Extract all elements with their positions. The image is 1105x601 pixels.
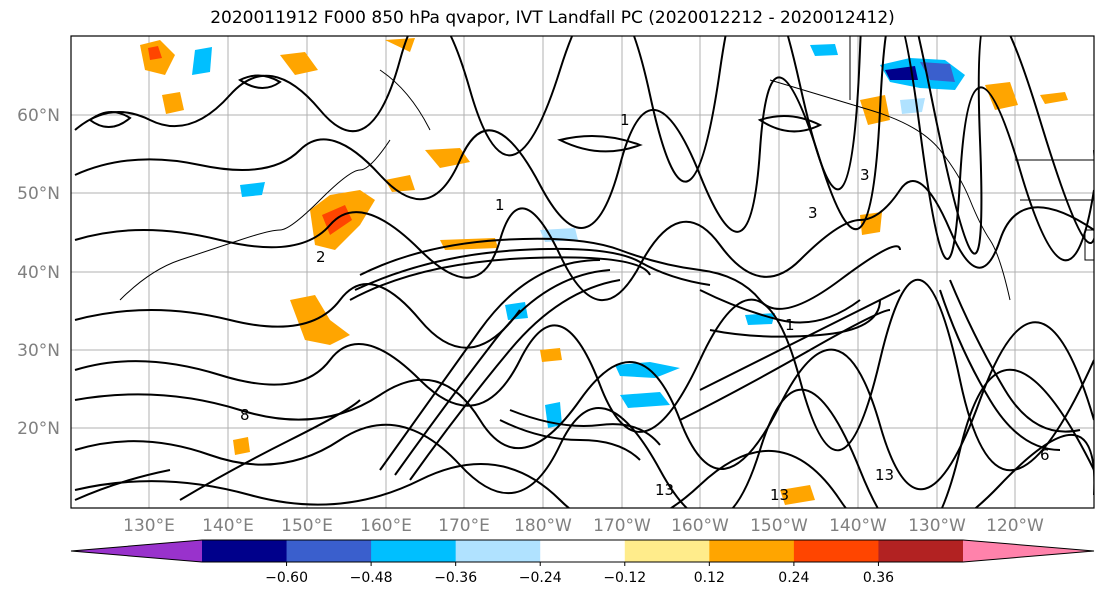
lat-label: 30°N	[17, 341, 60, 361]
qvapor-shading	[140, 38, 1068, 505]
colorbar-extend-high	[963, 540, 1094, 562]
svg-text:3: 3	[808, 204, 818, 222]
lon-label: 130°W	[908, 516, 966, 536]
colorbar-segment	[624, 540, 710, 562]
ivt-contours	[74, 36, 1094, 508]
lon-label: 180°W	[514, 516, 572, 536]
colorbar-segment	[286, 540, 372, 562]
lon-label: 150°E	[281, 516, 333, 536]
colorbar-tick-label: 0.12	[694, 570, 725, 586]
colorbar-segment	[793, 540, 879, 562]
svg-text:8: 8	[240, 406, 250, 424]
colorbar: −0.60 −0.48 −0.36 −0.24 −0.12 0.12 0.24 0.36	[70, 539, 1095, 586]
svg-text:1: 1	[495, 196, 505, 214]
lon-label: 140°W	[829, 516, 887, 536]
lon-label: 170°W	[593, 516, 651, 536]
lon-label: 140°E	[202, 516, 254, 536]
colorbar-segment	[371, 540, 457, 562]
lon-label: 150°W	[750, 516, 808, 536]
map-frame	[70, 35, 1095, 509]
colorbar-segment	[202, 540, 288, 562]
coastlines	[119, 36, 1094, 301]
colorbar-tick-label: −0.24	[519, 570, 562, 586]
lon-label: 120°W	[986, 516, 1044, 536]
svg-text:6: 6	[1040, 446, 1050, 464]
colorbar-segment	[709, 540, 795, 562]
colorbar-tick-label: −0.60	[265, 570, 308, 586]
svg-text:13: 13	[655, 481, 674, 499]
svg-text:3: 3	[860, 166, 870, 184]
latitude-labels: 60°N 50°N 40°N 30°N 20°N	[17, 106, 60, 439]
colorbar-extend-low	[71, 540, 202, 562]
svg-text:2: 2	[316, 248, 326, 266]
lat-label: 60°N	[17, 106, 60, 126]
longitude-labels: 130°E 140°E 150°E 160°E 170°E 180°W 170°…	[123, 516, 1044, 536]
svg-text:1: 1	[620, 111, 630, 129]
colorbar-tick-label: −0.12	[603, 570, 646, 586]
svg-text:1: 1	[785, 316, 795, 334]
colorbar-outline	[70, 539, 1095, 563]
colorbar-tick-label: −0.48	[350, 570, 393, 586]
colorbar-tick-label: −0.36	[434, 570, 477, 586]
lon-label: 160°W	[671, 516, 729, 536]
contour-labels: 1 3 3 2 1 13 13 13 6 1 8	[240, 111, 1050, 504]
lat-label: 20°N	[17, 419, 60, 439]
colorbar-segment	[878, 540, 964, 562]
lon-label: 160°E	[360, 516, 412, 536]
colorbar-segment	[455, 540, 541, 562]
lat-label: 50°N	[17, 184, 60, 204]
lat-label: 40°N	[17, 263, 60, 283]
svg-text:13: 13	[770, 486, 789, 504]
chart-title: 2020011912 F000 850 hPa qvapor, IVT Land…	[210, 8, 895, 28]
colorbar-tick-label: 0.24	[778, 570, 809, 586]
svg-text:13: 13	[875, 466, 894, 484]
lon-label: 130°E	[123, 516, 175, 536]
colorbar-tick-label: 0.36	[863, 570, 894, 586]
colorbar-segment	[540, 540, 626, 562]
lon-label: 170°E	[438, 516, 490, 536]
gridlines	[71, 36, 1094, 508]
